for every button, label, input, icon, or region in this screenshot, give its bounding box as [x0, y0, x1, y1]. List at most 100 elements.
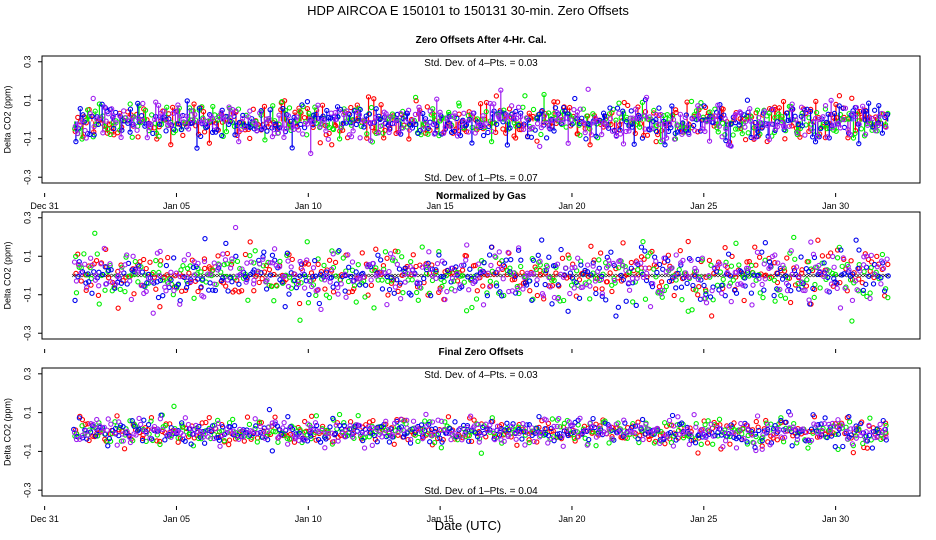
data-point [530, 124, 536, 131]
data-point [872, 271, 878, 277]
data-point [572, 438, 578, 444]
data-point [362, 282, 369, 288]
data-point [140, 256, 147, 263]
data-point [427, 266, 434, 273]
data-point [198, 269, 204, 275]
data-point [147, 259, 153, 265]
data-point [345, 278, 352, 285]
data-point [267, 272, 274, 278]
data-point [210, 103, 216, 110]
data-point [157, 262, 163, 268]
data-point [693, 420, 699, 427]
data-point [715, 129, 721, 135]
data-point [440, 274, 447, 280]
data-point [837, 279, 843, 286]
data-point [566, 255, 572, 261]
data-point [780, 262, 786, 268]
data-point [175, 121, 181, 127]
data-point [701, 103, 707, 109]
data-point [118, 134, 124, 140]
data-point [508, 257, 514, 263]
data-point [216, 262, 223, 268]
x-tick-label: Jan 20 [558, 201, 585, 211]
data-point [837, 111, 844, 118]
data-point [649, 283, 656, 290]
data-point [727, 441, 733, 447]
data-point [90, 95, 96, 102]
data-point [497, 428, 503, 434]
data-point [426, 249, 432, 255]
data-point [326, 114, 332, 121]
data-point [294, 114, 300, 120]
data-point [245, 297, 251, 303]
data-point [618, 272, 624, 279]
data-point [155, 294, 162, 301]
data-point [475, 261, 482, 267]
data-point [205, 434, 211, 440]
data-point [315, 286, 321, 293]
data-point [608, 249, 614, 255]
data-point [433, 270, 439, 276]
data-point [162, 437, 168, 443]
data-point [318, 306, 324, 312]
data-point [644, 132, 651, 138]
data-point [597, 250, 604, 256]
data-point [433, 275, 439, 282]
y-tick-label: 0.3 [22, 212, 32, 225]
data-point [224, 250, 231, 257]
data-point [265, 437, 271, 443]
data-point [350, 278, 356, 284]
data-point [717, 261, 723, 267]
data-point [656, 284, 663, 290]
data-point [778, 119, 785, 126]
data-point [805, 445, 811, 451]
data-point [127, 106, 134, 112]
data-point [880, 417, 886, 424]
data-point [784, 255, 790, 261]
data-point [493, 93, 500, 99]
data-point [665, 258, 671, 264]
data-point [313, 437, 319, 443]
data-point [288, 264, 294, 270]
data-point [182, 287, 189, 293]
data-point [242, 251, 249, 258]
data-point [87, 429, 94, 435]
data-point [620, 108, 626, 114]
data-point [323, 128, 329, 134]
data-point [254, 439, 260, 445]
data-point [690, 282, 696, 289]
data-point [269, 283, 275, 290]
data-point [614, 105, 621, 111]
data-point [99, 272, 105, 279]
data-point [744, 97, 751, 103]
data-point [424, 423, 430, 429]
data-point [395, 249, 401, 255]
data-point [593, 434, 600, 440]
data-point [823, 119, 829, 126]
data-point [200, 116, 207, 122]
data-point [437, 109, 443, 115]
data-point [733, 290, 740, 296]
data-point [206, 140, 213, 146]
data-point [778, 417, 784, 424]
x-tick-label: Jan 20 [558, 514, 585, 524]
data-point [413, 121, 419, 128]
data-point [632, 106, 639, 112]
data-point [590, 260, 596, 266]
data-point [546, 254, 552, 260]
data-point [141, 417, 147, 423]
data-point [379, 277, 385, 283]
data-point [488, 138, 495, 145]
data-point [484, 427, 490, 434]
data-point [817, 268, 823, 275]
data-point [791, 420, 797, 427]
data-point [135, 115, 141, 121]
data-point [500, 276, 506, 282]
data-point [150, 269, 156, 276]
data-point [528, 134, 535, 140]
data-point [742, 119, 749, 125]
data-point [673, 252, 679, 258]
data-point [730, 132, 736, 138]
y-tick-label: 0.1 [22, 250, 32, 263]
data-point [474, 116, 481, 122]
